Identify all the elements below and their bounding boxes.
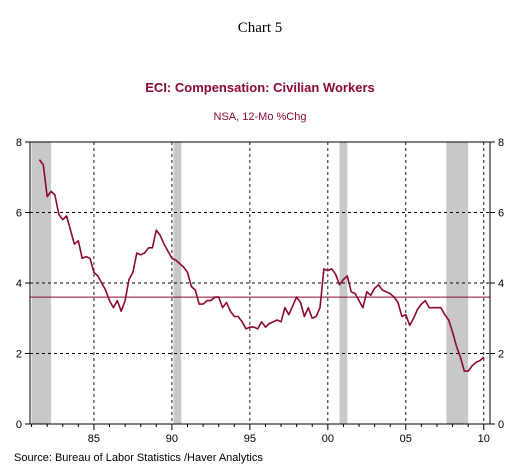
- chart-number: Chart 5: [238, 20, 283, 36]
- y-tick-label-left-8: 8: [16, 137, 22, 149]
- x-tick-label-05: 05: [400, 433, 412, 445]
- x-tick-label-95: 95: [244, 433, 256, 445]
- x-tick-label-85: 85: [88, 433, 100, 445]
- source-note: Source: Bureau of Labor Statistics /Have…: [14, 452, 263, 464]
- y-tick-label-left-0: 0: [16, 419, 22, 431]
- y-tick-label-right-8: 8: [498, 137, 504, 149]
- y-tick-label-right-2: 2: [498, 349, 504, 361]
- chart-subtitle: NSA, 12-Mo %Chg: [214, 111, 307, 123]
- y-tick-label-left-6: 6: [16, 208, 22, 220]
- chart-title: ECI: Compensation: Civilian Workers: [145, 80, 374, 95]
- series-line-1: [38, 159, 485, 372]
- x-axis: 85 90 95 00 05 10: [31, 424, 490, 445]
- y-axis: 0 0 2 2 4 4 6 6 8 8: [16, 137, 504, 431]
- recession-band-2: [173, 142, 182, 424]
- series-group: [38, 159, 485, 372]
- x-tick-label-10: 10: [478, 433, 490, 445]
- y-tick-label-left-2: 2: [16, 349, 22, 361]
- y-tick-label-right-6: 6: [498, 208, 504, 220]
- y-tick-label-right-0: 0: [498, 419, 504, 431]
- x-tick-label-90: 90: [166, 433, 178, 445]
- y-tick-label-left-4: 4: [16, 278, 22, 290]
- y-tick-label-right-4: 4: [498, 278, 504, 290]
- x-tick-label-00: 00: [322, 433, 334, 445]
- gridlines: [30, 142, 490, 424]
